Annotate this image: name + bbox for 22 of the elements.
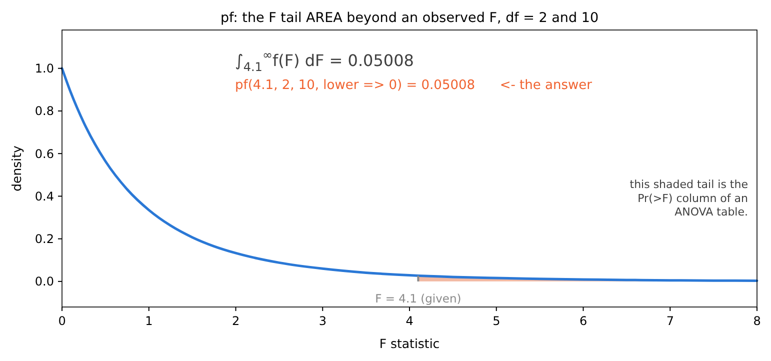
y-tick-label: 0.6 [34,146,54,161]
annotation: ∫$_{4.1}$$^{∞}$f(F) dF = 0.05008 [235,48,414,74]
annotation: pf(4.1, 2, 10, lower => 0) = 0.05008 <- the answer [235,78,593,93]
chart-title: pf: the F tail AREA beyond an observed F, df = 2 and 10 [220,10,599,26]
ref-line-label: F = 4.1 (given) [375,291,462,306]
x-tick-label: 3 [318,314,326,328]
y-tick-label: 0.2 [34,232,54,246]
y-axis-title: density [9,144,24,192]
x-axis-title: F statistic [379,336,440,351]
x-tick-label: 5 [492,314,500,328]
x-tick-label: 0 [58,314,66,328]
x-tick-label: 1 [145,314,153,328]
x-tick-label: 4 [406,314,414,328]
x-tick-label: 2 [232,314,240,328]
y-tick-label: 0.4 [34,189,54,204]
x-tick-label: 7 [666,314,674,328]
annotation: this shaded tail is the Pr(>F) column of an ANOVA table. [630,178,748,218]
x-tick-label: 8 [753,314,761,328]
y-tick-label: 1.0 [34,62,54,76]
x-tick-label: 6 [579,314,588,328]
y-tick-label: 0.0 [34,274,54,289]
y-tick-label: 0.8 [34,104,54,118]
